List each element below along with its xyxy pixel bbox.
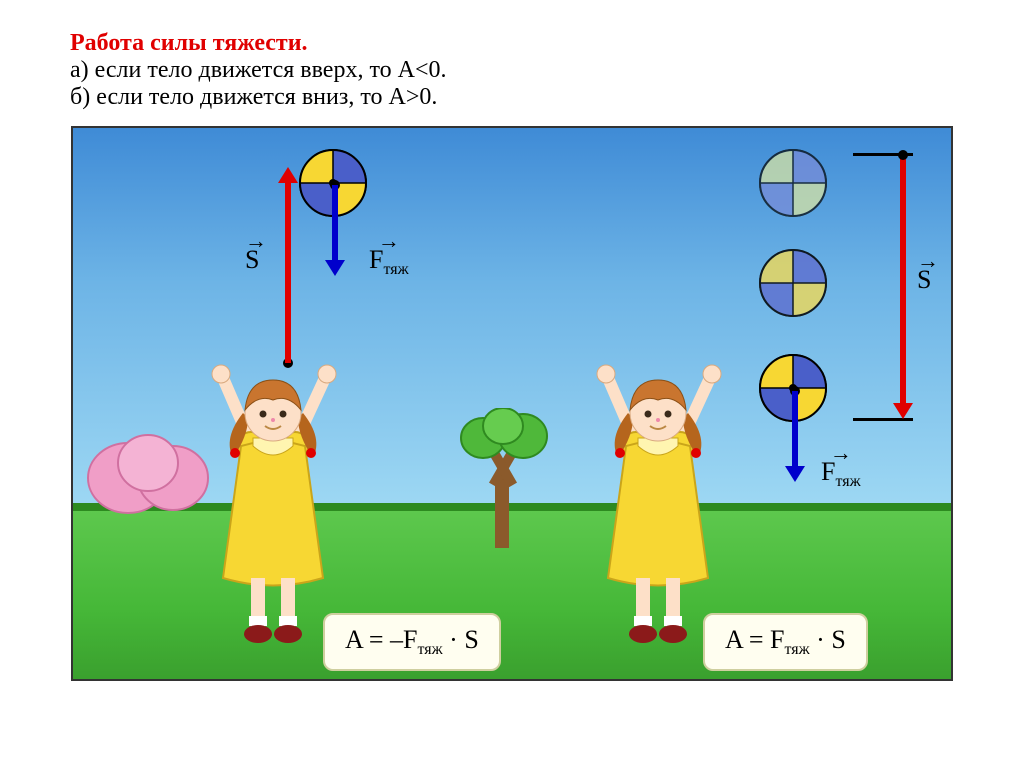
ball-right-1 [758, 148, 828, 218]
slide: Работа силы тяжести. а) если тело движет… [0, 0, 1024, 768]
slide-title: Работа силы тяжести. [70, 30, 954, 57]
right-s-label: → S [917, 258, 939, 295]
girl-right [578, 358, 738, 648]
tree-middle [453, 408, 553, 553]
ball-right-2 [758, 248, 828, 318]
formula-left: A = –Fтяж · S [323, 613, 501, 671]
illustration: → S → Fтяж [71, 126, 953, 681]
right-f-arrow [792, 391, 798, 466]
left-s-arrow [285, 183, 291, 363]
left-f-label: → Fтяж [369, 238, 409, 279]
formula-right: A = Fтяж · S [703, 613, 868, 671]
right-s-origin [898, 150, 908, 160]
left-f-arrow [332, 185, 338, 260]
girl-left [193, 358, 353, 648]
header-block: Работа силы тяжести. а) если тело движет… [70, 30, 954, 111]
right-s-arrow [900, 155, 906, 403]
line-a: а) если тело движется вверх, то А<0. [70, 57, 954, 84]
left-s-label: → S [245, 238, 267, 275]
right-f-label: → Fтяж [821, 450, 861, 491]
line-b: б) если тело движется вниз, то А>0. [70, 84, 954, 111]
